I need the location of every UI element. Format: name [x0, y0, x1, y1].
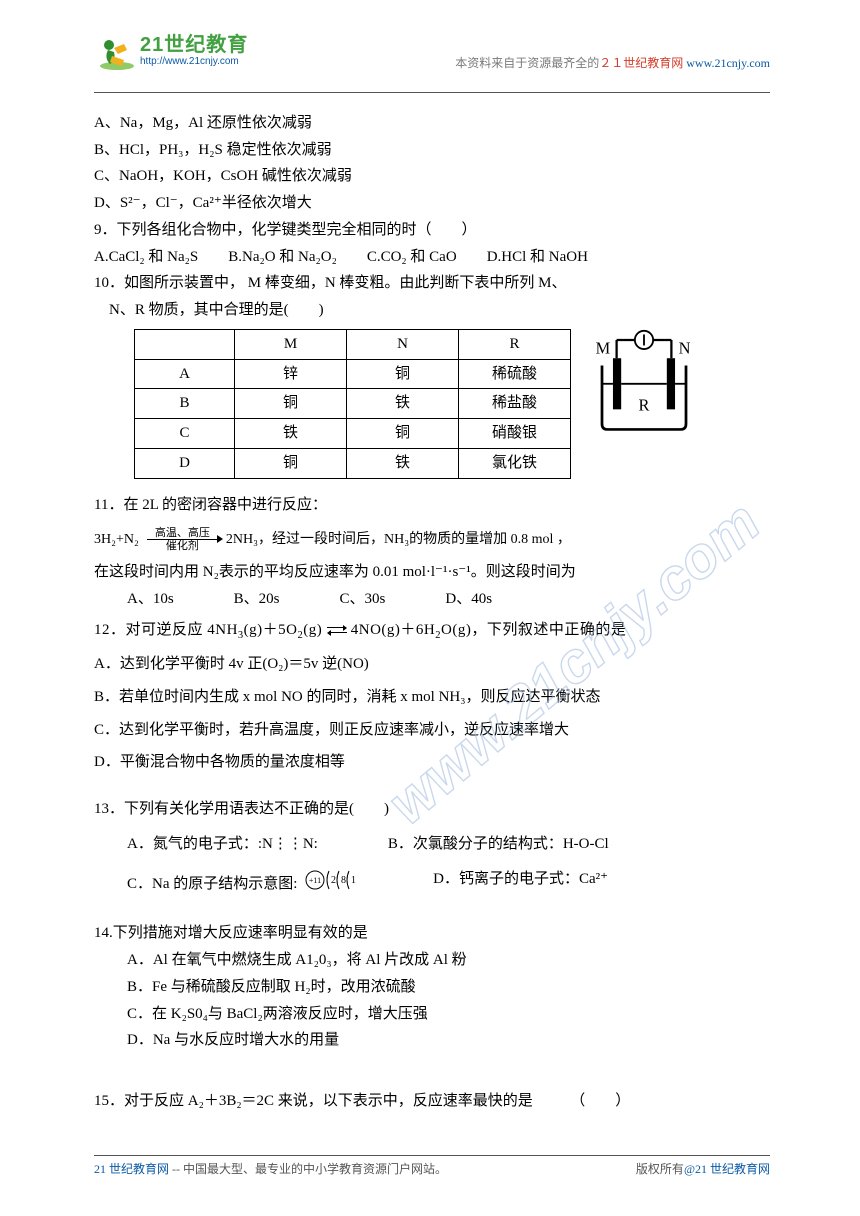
q9-c: C.CO₂ 和 CaO	[367, 249, 457, 265]
q8-opt-c: C、NaOH，KOH，CsOH 碱性依次减弱	[94, 164, 770, 189]
q13-row1: A．氮气的电子式：:N⋮⋮N: B．次氯酸分子的结构式：H-O-Cl	[127, 832, 770, 857]
label-m: M	[596, 338, 611, 357]
q10-stem1: 10．如图所示装置中， M 棒变细，N 棒变粗。由此判断下表中所列 M、	[94, 271, 770, 296]
t10-r0c0: A	[135, 359, 235, 389]
reaction-arrow-icon: 高温、高压 催化剂	[147, 527, 218, 552]
t10-h0	[135, 329, 235, 359]
galvanic-cell-icon: M N R	[589, 329, 699, 434]
q13-c-pre: C．Na 的原子结构示意图:	[127, 875, 297, 891]
svg-text:1: 1	[351, 875, 356, 886]
q10-stem2: N、R 物质，其中合理的是( )	[109, 298, 770, 323]
q11-eq-right: 2NH₃，经过一段时间后，NH₃的物质的量增加 0.8 mol ，	[226, 528, 571, 551]
label-n: N	[679, 338, 691, 357]
svg-text:+11: +11	[309, 876, 321, 885]
t10-r2c2: 铜	[347, 419, 459, 449]
footer-right: 版权所有@21 世纪教育网	[636, 1160, 770, 1180]
q9-a: A.CaCl₂ 和 Na₂S	[94, 249, 198, 265]
site-logo: 21世纪教育 http://www.21cnjy.com	[94, 30, 248, 72]
t10-h1: M	[235, 329, 347, 359]
q11-a: A、10s	[127, 587, 174, 612]
q15-stem: 15．对于反应 A₂＋3B₂＝2C 来说，以下表示中，反应速率最快的是 （ ）	[94, 1089, 770, 1114]
atom-structure-icon: +11 2 8 1	[303, 867, 361, 902]
footer-right-gray: 版权所有	[636, 1162, 684, 1176]
q14-a: A．Al 在氧气中燃烧生成 A1₂0₃，将 Al 片改成 Al 粉	[94, 948, 770, 973]
arrow-bot: 催化剂	[158, 540, 207, 552]
q8-opt-a: A、Na，Mg，Al 还原性依次减弱	[94, 111, 770, 136]
t10-r2c3: 硝酸银	[459, 419, 571, 449]
source-prefix: 本资料来自于资源最齐全的	[455, 56, 599, 70]
q12-b: B．若单位时间内生成 x mol NO 的同时，消耗 x mol NH₃，则反应…	[94, 685, 770, 710]
q8-opt-d: D、S²⁻，Cl⁻，Ca²⁺半径依次增大	[94, 191, 770, 216]
q13-a: A．氮气的电子式：:N⋮⋮N:	[127, 832, 318, 857]
t10-r3c2: 铁	[347, 448, 459, 478]
t10-h3: R	[459, 329, 571, 359]
q12-a: A．达到化学平衡时 4v 正(O₂)＝5v 逆(NO)	[94, 652, 770, 677]
q10-table: M N R A锌铜稀硫酸 B铜铁稀盐酸 C铁铜硝酸银 D铜铁氯化铁	[134, 329, 571, 479]
q9-b: B.Na₂O 和 Na₂O₂	[228, 249, 337, 265]
document-body: A、Na，Mg，Al 还原性依次减弱 B、HCl，PH₃，H₂S 稳定性依次减弱…	[94, 111, 770, 1114]
t10-r0c2: 铜	[347, 359, 459, 389]
q12-c: C．达到化学平衡时，若升高温度，则正反应速率减小，逆反应速率增大	[94, 718, 770, 743]
q14-d: D．Na 与水反应时增大水的用量	[94, 1028, 770, 1053]
t10-r1c3: 稀盐酸	[459, 389, 571, 419]
q12-d: D．平衡混合物中各物质的量浓度相等	[94, 750, 770, 775]
t10-r1c1: 铜	[235, 389, 347, 419]
q11-c: C、30s	[340, 587, 386, 612]
t10-r3c0: D	[135, 448, 235, 478]
q11-opts: A、10s B、20s C、30s D、40s	[127, 587, 770, 612]
q11-eq-left: 3H₂+N₂	[94, 528, 139, 551]
q14-c: C．在 K₂S0₄与 BaCl₂两溶液反应时，增大压强	[94, 1002, 770, 1027]
arrow-top: 高温、高压	[147, 527, 218, 540]
q11-equation: 3H₂+N₂ 高温、高压 催化剂 2NH₃，经过一段时间后，NH₃的物质的量增加…	[94, 527, 770, 552]
q13-stem: 13．下列有关化学用语表达不正确的是( )	[94, 797, 770, 822]
q13-d: D．钙离子的电子式：Ca²⁺	[433, 867, 608, 902]
q9-opts: A.CaCl₂ 和 Na₂S B.Na₂O 和 Na₂O₂ C.CO₂ 和 Ca…	[94, 245, 770, 270]
svg-text:2: 2	[331, 875, 336, 886]
footer-right-blue: @21 世纪教育网	[684, 1162, 770, 1176]
q14-b: B．Fe 与稀硫酸反应制取 H₂时，改用浓硫酸	[94, 975, 770, 1000]
source-red: ２１世纪教育网	[599, 56, 683, 70]
t10-h2: N	[347, 329, 459, 359]
footer-rule	[94, 1155, 770, 1156]
footer-left-gray: -- 中国最大型、最专业的中小学教育资源门户网站。	[169, 1162, 447, 1176]
source-line: 本资料来自于资源最齐全的２１世纪教育网 www.21cnjy.com	[455, 54, 770, 74]
source-link: www.21cnjy.com	[686, 56, 770, 70]
t10-r2c0: C	[135, 419, 235, 449]
q10-table-wrap: M N R A锌铜稀硫酸 B铜铁稀盐酸 C铁铜硝酸银 D铜铁氯化铁 M N R	[134, 329, 770, 479]
t10-r3c1: 铜	[235, 448, 347, 478]
q13-b: B．次氯酸分子的结构式：H-O-Cl	[388, 832, 609, 857]
t10-r0c1: 锌	[235, 359, 347, 389]
t10-r3c3: 氯化铁	[459, 448, 571, 478]
label-r: R	[639, 395, 650, 414]
t10-r1c0: B	[135, 389, 235, 419]
equilibrium-arrow-icon	[327, 625, 347, 635]
header-rule	[94, 92, 770, 93]
q11-b: B、20s	[234, 587, 280, 612]
q8-opt-b: B、HCl，PH₃，H₂S 稳定性依次减弱	[94, 138, 770, 163]
logo-text-zh: 21世纪教育	[140, 35, 248, 55]
q13-row2: C．Na 的原子结构示意图: +11 2 8 1 D．钙离子的电子式：Ca²⁺	[127, 867, 770, 902]
q13-c: C．Na 的原子结构示意图: +11 2 8 1	[127, 867, 363, 902]
q12-stem: 12．对可逆反应 4NH3(g)＋5O2(g) 4NO(g)＋6H2O(g)，下…	[94, 618, 770, 644]
page-header: 21世纪教育 http://www.21cnjy.com 本资料来自于资源最齐全…	[94, 30, 770, 74]
q9-stem: 9．下列各组化合物中，化学键类型完全相同的时（ ）	[94, 218, 770, 243]
q11-d: D、40s	[445, 587, 492, 612]
page-footer: 21 世纪教育网 -- 中国最大型、最专业的中小学教育资源门户网站。 版权所有@…	[94, 1160, 770, 1180]
footer-left-blue: 21 世纪教育网	[94, 1162, 169, 1176]
svg-text:8: 8	[341, 875, 346, 886]
t10-r2c1: 铁	[235, 419, 347, 449]
t10-r1c2: 铁	[347, 389, 459, 419]
t10-r0c3: 稀硫酸	[459, 359, 571, 389]
logo-text-url: http://www.21cnjy.com	[140, 57, 248, 67]
q14-stem: 14.下列措施对增大反应速率明显有效的是	[94, 921, 770, 946]
logo-icon	[94, 30, 136, 72]
footer-left: 21 世纪教育网 -- 中国最大型、最专业的中小学教育资源门户网站。	[94, 1160, 447, 1180]
q11-line2: 在这段时间内用 N₂表示的平均反应速率为 0.01 mol·l⁻¹·s⁻¹。则这…	[94, 560, 770, 585]
q9-d: D.HCl 和 NaOH	[487, 249, 588, 265]
q11-stem: 11．在 2L 的密闭容器中进行反应：	[94, 493, 770, 518]
